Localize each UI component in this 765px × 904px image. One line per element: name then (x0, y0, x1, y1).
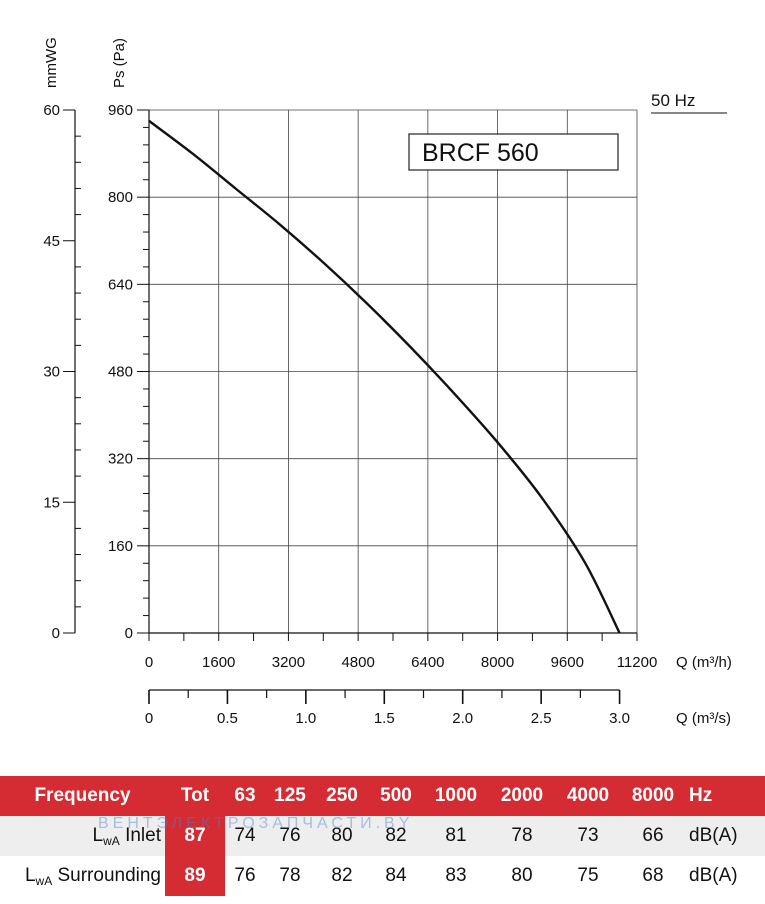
x-secondary-tick-label: 3.0 (609, 710, 630, 727)
x-secondary-tick-label: 0.5 (217, 710, 238, 727)
row-value: 78 (265, 856, 315, 896)
row-value: 76 (265, 816, 315, 856)
x-main-tick-label: 6400 (411, 654, 444, 671)
x-main-tick-label: 9600 (551, 654, 584, 671)
x-main-tick-label: 3200 (272, 654, 305, 671)
table-header-row: Frequency Tot 63 125 250 500 1000 2000 4… (0, 776, 765, 816)
x-main-tick-label: 11200 (617, 654, 658, 671)
title-box (408, 133, 619, 171)
row-value: 81 (423, 816, 489, 856)
y-main-tick-label: 320 (108, 451, 133, 468)
row-unit: dB(A) (685, 816, 765, 856)
y-left-tick-label: 60 (43, 102, 60, 119)
y-main-tick-label: 640 (108, 276, 133, 293)
header-band: 63 (225, 776, 265, 816)
row-tot: 87 (165, 816, 225, 856)
header-band: 500 (369, 776, 423, 816)
table-row: LwA Surrounding 89 76 78 82 84 83 80 75 … (0, 856, 765, 896)
row-unit: dB(A) (685, 856, 765, 896)
row-value: 83 (423, 856, 489, 896)
y-main-axis-label: Ps (Pa) (111, 38, 128, 88)
row-value: 68 (621, 856, 685, 896)
row-value: 84 (369, 856, 423, 896)
header-label: Frequency (0, 776, 165, 816)
row-value: 76 (225, 856, 265, 896)
header-unit: Hz (685, 776, 765, 816)
row-tot: 89 (165, 856, 225, 896)
x-secondary-tick-label: 1.0 (295, 710, 316, 727)
header-band: 8000 (621, 776, 685, 816)
row-value: 74 (225, 816, 265, 856)
row-value: 78 (489, 816, 555, 856)
x-main-axis-label: Q (m³/h) (676, 654, 732, 671)
row-label: LwA Surrounding (0, 856, 165, 896)
row-value: 82 (369, 816, 423, 856)
y-left-axis-label: mmWG (43, 37, 60, 88)
series-line (148, 119, 621, 634)
header-tot: Tot (165, 776, 225, 816)
x-secondary-axis-label: Q (m³/s) (676, 710, 731, 727)
x-secondary-tick-label: 2.5 (531, 710, 552, 727)
x-secondary-tick-label: 1.5 (374, 710, 395, 727)
chart-axes (63, 109, 638, 704)
row-value: 82 (315, 856, 369, 896)
x-main-tick-label: 8000 (481, 654, 514, 671)
row-label: LwA Inlet (0, 816, 165, 856)
header-band: 250 (315, 776, 369, 816)
frequency-note: 50 Hz (651, 91, 695, 110)
row-value: 80 (489, 856, 555, 896)
row-value: 73 (555, 816, 621, 856)
y-left-tick-label: 45 (43, 233, 60, 250)
row-value: 80 (315, 816, 369, 856)
x-secondary-tick-label: 2.0 (452, 710, 473, 727)
chart-title: BRCF 560 (422, 139, 539, 167)
y-main-tick-label: 960 (108, 102, 133, 119)
row-value: 66 (621, 816, 685, 856)
header-band: 2000 (489, 776, 555, 816)
y-main-tick-label: 160 (108, 538, 133, 555)
x-main-tick-label: 1600 (202, 654, 235, 671)
y-left-tick-label: 0 (52, 625, 60, 642)
x-main-tick-label: 4800 (341, 654, 374, 671)
y-main-tick-label: 800 (108, 189, 133, 206)
header-band: 4000 (555, 776, 621, 816)
table-row: LwA Inlet 87 74 76 80 82 81 78 73 66 dB(… (0, 816, 765, 856)
chart-grid (148, 109, 638, 634)
y-left-tick-label: 30 (43, 364, 60, 381)
x-main-tick-label: 0 (145, 654, 153, 671)
x-secondary-tick-label: 0 (145, 710, 153, 727)
y-main-tick-label: 0 (125, 625, 133, 642)
sound-power-table: Frequency Tot 63 125 250 500 1000 2000 4… (0, 776, 765, 896)
y-main-tick-label: 480 (108, 364, 133, 381)
header-band: 1000 (423, 776, 489, 816)
y-left-tick-label: 15 (43, 494, 60, 511)
header-band: 125 (265, 776, 315, 816)
row-value: 75 (555, 856, 621, 896)
